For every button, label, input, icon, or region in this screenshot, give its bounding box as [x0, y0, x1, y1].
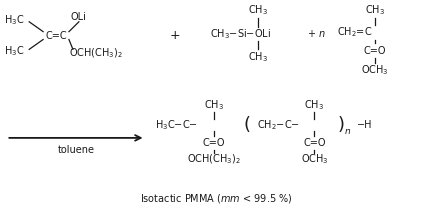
Text: OLi: OLi — [71, 12, 87, 22]
Text: CH$_2$=C: CH$_2$=C — [337, 25, 372, 39]
Text: OCH$_3$: OCH$_3$ — [361, 63, 389, 77]
Text: ): ) — [337, 116, 344, 134]
Text: CH$_3$: CH$_3$ — [365, 3, 385, 17]
Text: C=O: C=O — [203, 138, 225, 148]
Text: CH$_3$: CH$_3$ — [204, 99, 224, 112]
Text: CH$_2$−C−: CH$_2$−C− — [257, 118, 300, 132]
Text: Isotactic PMMA ($mm$ < 99.5 %): Isotactic PMMA ($mm$ < 99.5 %) — [140, 192, 292, 205]
Text: OCH$_3$: OCH$_3$ — [301, 153, 328, 166]
Text: (: ( — [243, 116, 250, 134]
Text: OCH(CH$_3$)$_2$: OCH(CH$_3$)$_2$ — [187, 153, 241, 166]
Text: H$_3$C−C−: H$_3$C−C− — [156, 118, 198, 132]
Text: CH$_3$−Si−OLi: CH$_3$−Si−OLi — [210, 27, 271, 41]
Text: CH$_3$: CH$_3$ — [248, 3, 268, 17]
Text: + $n$: + $n$ — [308, 28, 326, 39]
Text: C=C: C=C — [45, 31, 67, 41]
Text: toluene: toluene — [57, 145, 95, 155]
Text: C=O: C=O — [303, 138, 326, 148]
Text: +: + — [170, 29, 181, 42]
Text: OCH(CH$_3$)$_2$: OCH(CH$_3$)$_2$ — [69, 46, 123, 60]
Text: CH$_3$: CH$_3$ — [248, 50, 268, 64]
Text: H$_3$C: H$_3$C — [4, 13, 25, 27]
Text: CH$_3$: CH$_3$ — [305, 99, 324, 112]
Text: −H: −H — [357, 120, 372, 130]
Text: $n$: $n$ — [344, 128, 351, 136]
Text: H$_3$C: H$_3$C — [4, 44, 25, 58]
Text: C=O: C=O — [364, 46, 386, 56]
